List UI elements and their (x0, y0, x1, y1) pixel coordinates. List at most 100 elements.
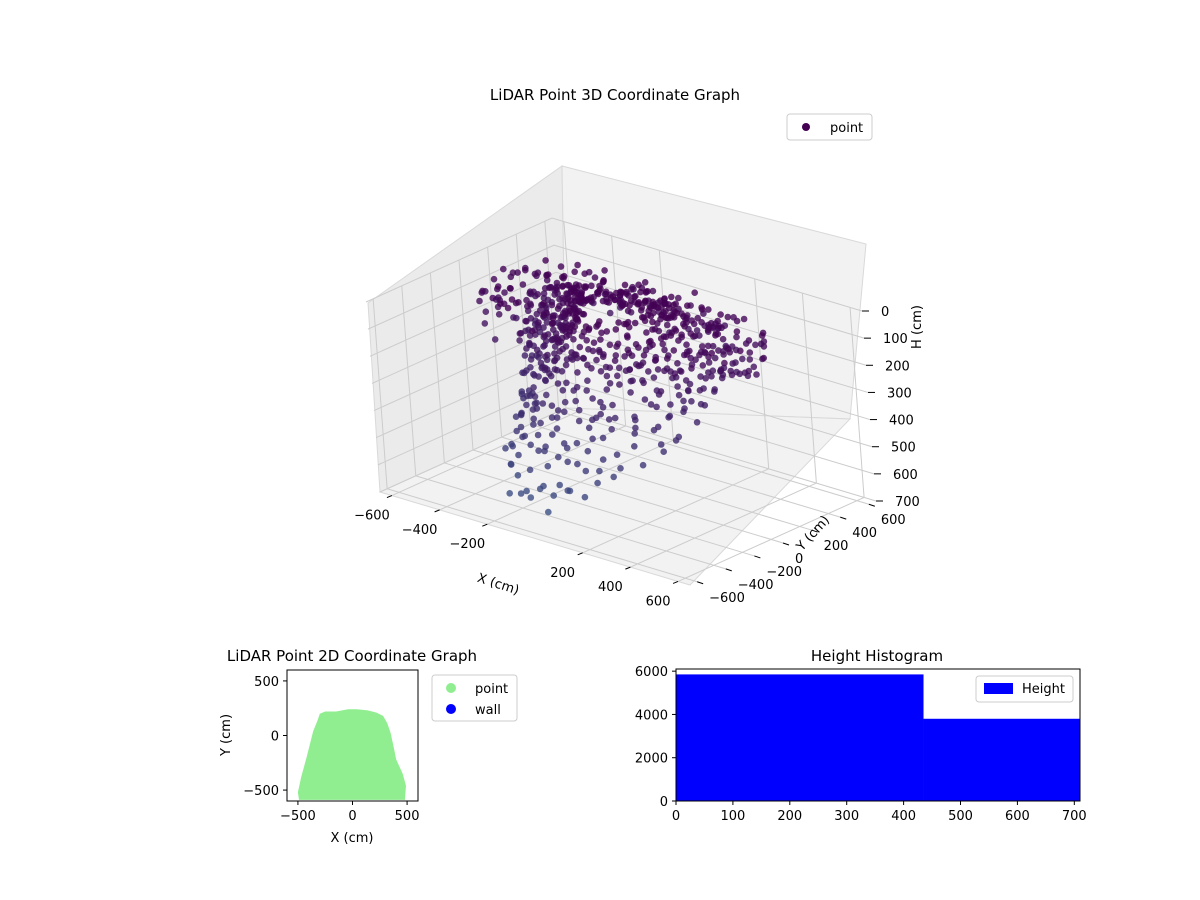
point-3d (708, 349, 715, 357)
point-3d (728, 371, 736, 379)
point-3d (537, 359, 545, 367)
point-3d (540, 311, 547, 318)
point-3d (665, 414, 672, 421)
point-3d (590, 339, 598, 347)
point-3d (553, 354, 561, 362)
point-3d (641, 279, 649, 286)
point-3d (522, 266, 529, 274)
point-3d (490, 275, 498, 283)
point-3d (508, 296, 516, 303)
point-3d (514, 472, 522, 479)
point-3d (649, 326, 656, 333)
point-3d (551, 291, 558, 298)
point-3d (709, 342, 717, 350)
point-3d (640, 379, 647, 387)
point-3d (657, 297, 664, 305)
y-tick-3d (696, 581, 704, 585)
point-3d (536, 485, 544, 493)
point-3d (625, 349, 633, 357)
point-3d (548, 414, 556, 421)
point-3d (540, 324, 547, 331)
point-3d (527, 494, 535, 501)
point-3d (709, 324, 717, 332)
z-tick-label-3d: 100 (883, 332, 908, 347)
legend-marker-point-2d (446, 683, 456, 693)
point-3d (556, 302, 563, 310)
point-3d (642, 289, 650, 296)
point-3d (627, 389, 634, 396)
point-3d (501, 289, 508, 296)
point-3d (574, 261, 581, 269)
histogram-bar (676, 674, 924, 801)
point-3d (481, 320, 489, 327)
y-tick-3d (840, 516, 847, 520)
points-3d (476, 257, 768, 516)
legend-marker-point-3d (802, 123, 810, 131)
point-3d (616, 292, 624, 299)
point-3d (660, 448, 667, 456)
point-3d (609, 401, 616, 409)
point-3d (599, 434, 607, 442)
point-3d (670, 314, 678, 321)
x-tick-label-3d: 400 (598, 580, 623, 595)
point-3d (530, 384, 537, 391)
x-tick-label-2d: 500 (395, 809, 420, 824)
y-tick-label-3d: −600 (709, 591, 745, 606)
point-3d (545, 508, 552, 516)
point-3d (686, 347, 693, 355)
point-3d (606, 309, 614, 317)
point-3d (526, 288, 534, 296)
point-3d (524, 303, 531, 310)
point-3d (571, 297, 579, 305)
point-3d (760, 338, 768, 345)
point-3d (575, 406, 583, 414)
point-3d (554, 380, 562, 387)
point-3d (623, 320, 630, 328)
point-3d (594, 479, 601, 487)
x-tick-label-hist: 400 (891, 809, 916, 824)
point-3d (705, 306, 712, 313)
x-tick-label-hist: 200 (777, 809, 802, 824)
point-3d (701, 348, 708, 356)
point-3d (610, 473, 617, 481)
point-3d (615, 319, 622, 326)
y-tick-label-3d: 0 (795, 552, 803, 567)
legend-label-wall-2d: wall (475, 703, 501, 718)
plot-2d-title: LiDAR Point 2D Coordinate Graph (227, 647, 477, 665)
point-3d (582, 467, 590, 475)
point-3d (736, 370, 744, 378)
point-3d (628, 286, 635, 293)
point-3d (562, 361, 570, 369)
point-3d (542, 443, 549, 451)
point-3d (745, 367, 753, 375)
point-3d (616, 381, 623, 388)
point-3d (613, 343, 620, 350)
point-3d (589, 435, 596, 443)
point-3d (572, 351, 580, 359)
z-tick-label-3d: 600 (893, 468, 918, 483)
point-3d (540, 300, 547, 307)
point-3d (661, 346, 668, 354)
y-tick-3d (868, 503, 876, 507)
point-3d (519, 281, 527, 288)
point-3d (542, 257, 549, 264)
plot-3d-title: LiDAR Point 3D Coordinate Graph (490, 86, 740, 104)
point-3d (746, 349, 754, 356)
point-3d (729, 360, 736, 367)
point-3d (715, 347, 722, 354)
point-3d (541, 364, 549, 372)
point-3d (513, 427, 520, 435)
point-3d (603, 372, 611, 380)
y-tick-label-hist: 0 (660, 795, 668, 810)
x-tick-label-hist: 700 (1062, 809, 1087, 824)
point-3d (563, 356, 571, 363)
point-3d (690, 320, 698, 328)
point-3d (507, 285, 514, 292)
point-3d (582, 284, 589, 292)
grid-line-z (367, 244, 865, 339)
point-3d (694, 314, 701, 322)
point-3d (674, 383, 681, 390)
point-3d (698, 319, 705, 326)
point-3d (599, 404, 607, 411)
point-3d (614, 372, 621, 380)
